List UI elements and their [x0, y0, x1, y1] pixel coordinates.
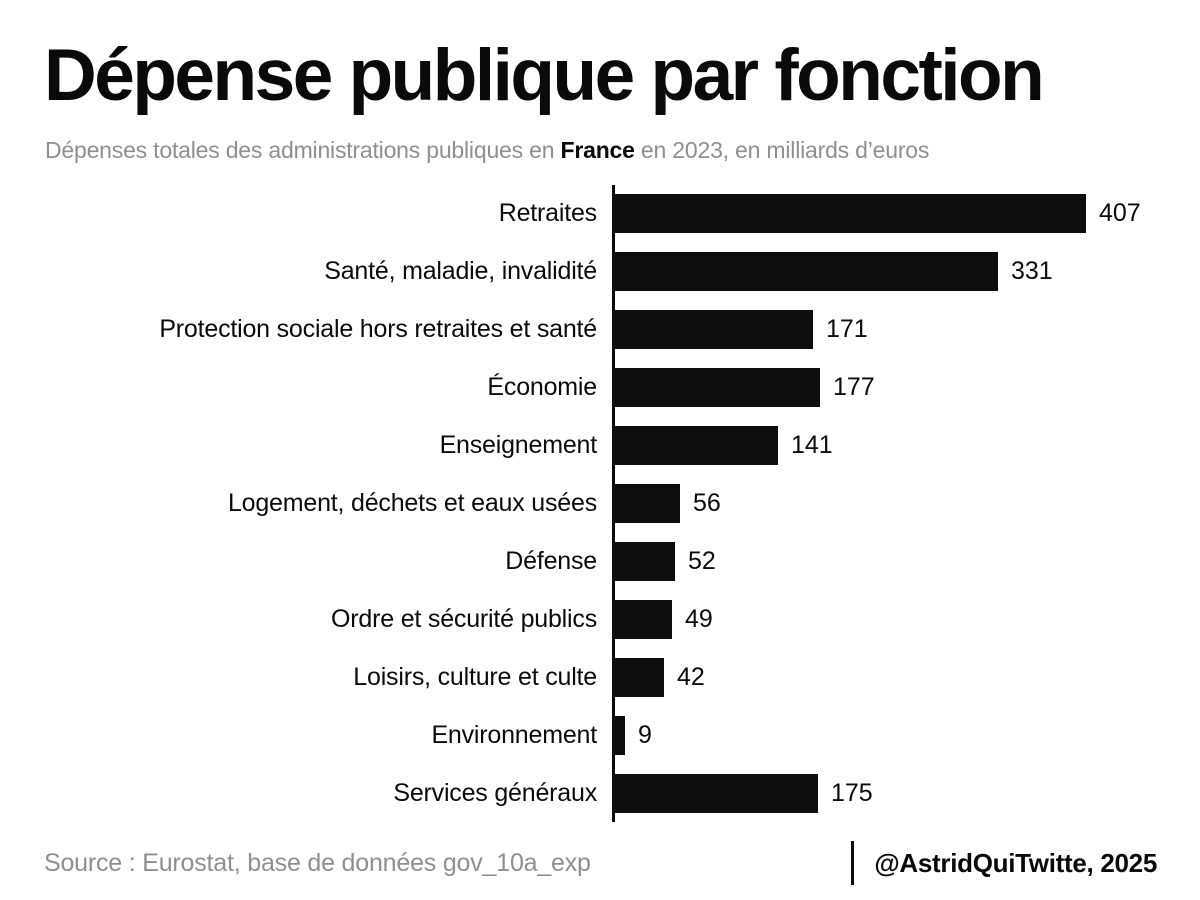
bar-row: Défense 52 [0, 532, 1200, 590]
credit-text: @AstridQuiTwitte, 2025 [874, 847, 1157, 878]
bar-row: Santé, maladie, invalidité 331 [0, 243, 1200, 301]
category-label: Santé, maladie, invalidité [324, 257, 597, 286]
bar-row: Environnement 9 [0, 706, 1200, 764]
bar [615, 773, 818, 813]
chart-subtitle: Dépenses totales des administrations pub… [45, 137, 929, 164]
bar-row: Ordre et sécurité publics 49 [0, 590, 1200, 648]
bar [615, 657, 664, 697]
bar-row: Économie 177 [0, 359, 1200, 417]
bar-track: 9 [615, 706, 1200, 764]
bar-row: Logement, déchets et eaux usées 56 [0, 475, 1200, 533]
bar [615, 426, 778, 466]
bar [615, 541, 675, 581]
bar-row: Retraites 407 [0, 185, 1200, 243]
credit: @AstridQuiTwitte, 2025 [851, 841, 1157, 885]
category-label: Environnement [431, 720, 597, 749]
value-label: 177 [833, 373, 875, 402]
value-label: 56 [693, 488, 721, 517]
value-label: 175 [831, 778, 873, 807]
bar-row: Enseignement 141 [0, 417, 1200, 475]
subtitle-prefix: Dépenses totales des administrations pub… [45, 137, 561, 163]
category-label: Protection sociale hors retraites et san… [159, 315, 597, 344]
category-label: Retraites [498, 199, 597, 228]
subtitle-suffix: en 2023, en milliards d’euros [634, 137, 930, 163]
bar [615, 310, 813, 350]
bar-chart: Retraites 407 Santé, maladie, invalidité 33… [0, 185, 1200, 822]
value-label: 171 [826, 315, 868, 344]
bar-row: Services généraux 175 [0, 764, 1200, 822]
category-label: Logement, déchets et eaux usées [227, 488, 597, 517]
page-title: Dépense publique par fonction [44, 35, 1045, 116]
bar-track: 407 [615, 185, 1200, 243]
bar [615, 194, 1086, 234]
bar-row: Loisirs, culture et culte 42 [0, 648, 1200, 706]
category-label: Enseignement [439, 431, 598, 460]
bar-track: 56 [615, 475, 1200, 533]
bar-track: 49 [615, 590, 1200, 648]
bar-track: 42 [615, 648, 1200, 706]
bar-track: 171 [615, 301, 1200, 359]
bar-track: 52 [615, 532, 1200, 590]
divider-line [851, 841, 855, 885]
value-label: 49 [685, 604, 713, 633]
value-label: 141 [791, 431, 833, 460]
bar [615, 715, 625, 755]
bar [615, 483, 680, 523]
bar [615, 368, 820, 408]
value-label: 42 [677, 662, 705, 691]
bar-track: 175 [615, 764, 1200, 822]
bar-row: Protection sociale hors retraites et san… [0, 301, 1200, 359]
bar [615, 252, 998, 292]
subtitle-country: France [560, 137, 635, 163]
value-label: 331 [1011, 257, 1053, 286]
category-label: Défense [505, 546, 597, 575]
source-note: Source : Eurostat, base de données gov_1… [44, 848, 591, 877]
y-axis-line [612, 185, 615, 822]
value-label: 52 [688, 546, 716, 575]
category-label: Économie [487, 373, 597, 402]
category-label: Ordre et sécurité publics [331, 604, 597, 633]
value-label: 407 [1099, 199, 1141, 228]
value-label: 9 [638, 720, 652, 749]
bar-track: 141 [615, 417, 1200, 475]
bar-track: 177 [615, 359, 1200, 417]
bar [615, 599, 672, 639]
category-label: Services généraux [393, 778, 597, 807]
footer: Source : Eurostat, base de données gov_1… [44, 838, 1157, 888]
category-label: Loisirs, culture et culte [353, 662, 597, 691]
bar-track: 331 [615, 243, 1200, 301]
